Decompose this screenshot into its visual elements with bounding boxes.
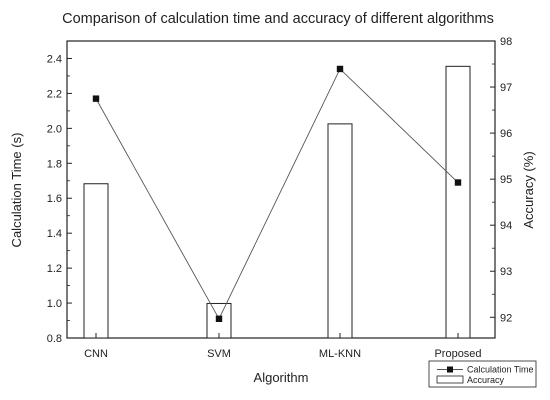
bar-accuracy-proposed [445,65,471,339]
left-axis-tick-label: 1.4 [47,228,62,240]
x-axis-category-label: SVM [207,348,231,360]
right-axis-tick-label: 96 [500,128,512,140]
bars-layer [83,65,471,339]
x-axis-category-label: ML-KNN [319,348,361,360]
right-axis-tick-label: 93 [500,266,512,278]
left-axis-tick-label: 2.2 [47,88,62,100]
bar-accuracy-ml-knn [327,123,353,339]
left-axis-tick-label: 2.0 [47,123,62,135]
left-axis-tick-label: 1.8 [47,158,62,170]
plot-frame [66,40,496,339]
left-axis-tick-label: 0.8 [47,333,62,345]
right-axis-tick-label: 92 [500,312,512,324]
line-layer [92,65,462,322]
right-axis-tick-label: 98 [500,36,512,48]
legend: Calculation Time Accuracy [428,360,537,388]
legend-label-calculation-time: Calculation Time [467,365,534,375]
legend-marker-sample [447,366,453,373]
right-axis-tick-label: 95 [500,174,512,186]
x-axis-title: Algorithm [254,370,309,385]
bar-accuracy-cnn [83,183,109,339]
x-axis-category-label: CNN [84,348,108,360]
left-axis-tick-label: 1.0 [47,298,62,310]
y-axis-left-title: Calculation Time (s) [9,133,24,248]
chart-title: Comparison of calculation time and accur… [62,11,494,27]
marker-calculation-time-proposed [454,179,462,186]
marker-calculation-time-ml-knn [336,65,344,73]
right-axis: 92 93 94 95 96 97 98 [490,36,512,324]
left-axis-tick-label: 2.4 [47,53,62,65]
right-axis-tick-label: 94 [500,220,512,232]
x-axis: CNN SVM ML-KNN Proposed [84,333,482,360]
right-axis-tick-label: 97 [500,82,512,94]
legend-bar-sample [436,375,464,384]
calculation-time-line [95,68,459,320]
marker-calculation-time-cnn [92,95,100,102]
marker-calculation-time-svm [215,315,223,322]
left-axis-tick-label: 1.2 [47,263,62,275]
y-axis-right-title: Accuracy (%) [521,151,536,228]
legend-label-accuracy: Accuracy [467,375,505,385]
left-axis-tick-label: 1.6 [47,193,62,205]
left-axis: 0.8 1.0 1.2 1.4 1.6 1.8 2.0 2.2 2.4 [47,53,72,345]
x-axis-category-label: Proposed [434,348,481,360]
